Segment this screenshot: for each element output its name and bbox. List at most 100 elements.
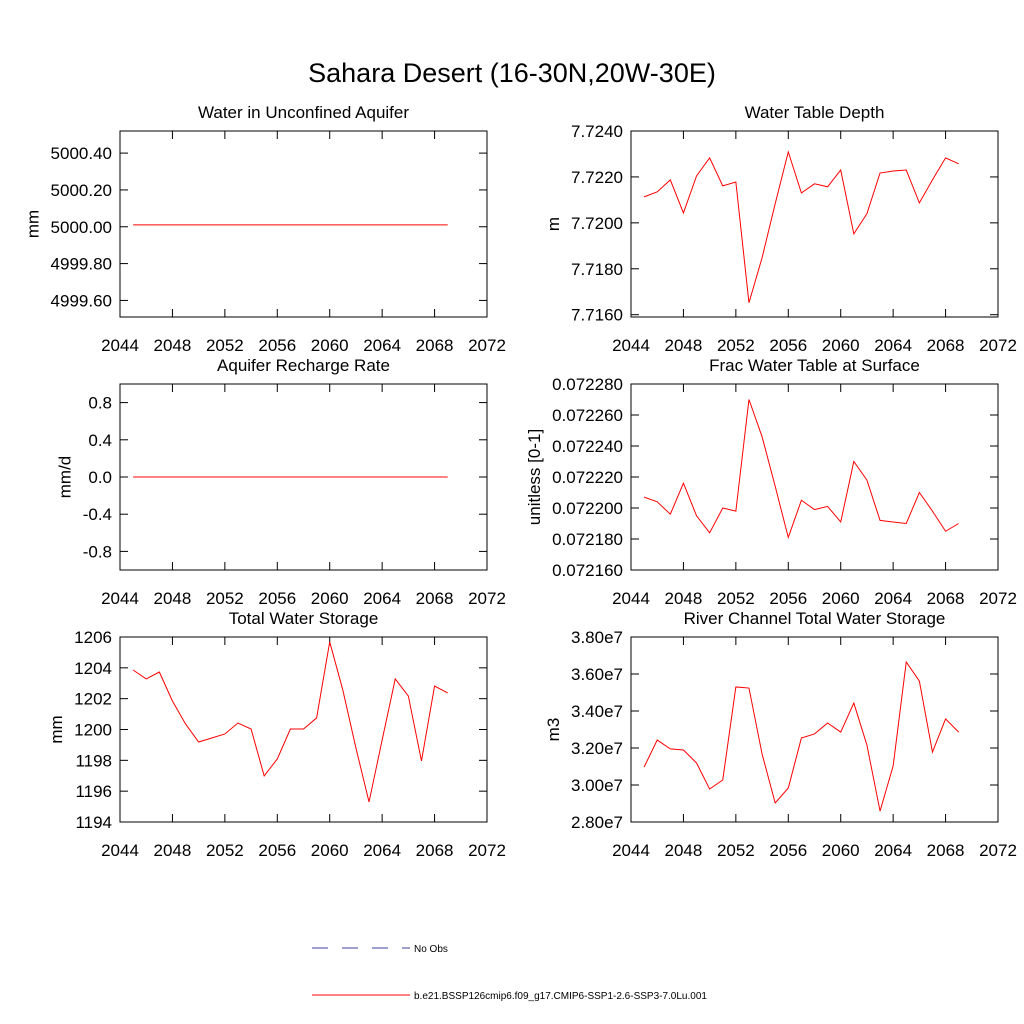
panel-title: Frac Water Table at Surface xyxy=(709,356,920,375)
y-axis-label: m xyxy=(544,217,563,231)
y-tick-label: 0.072200 xyxy=(552,499,623,518)
y-tick-label: 3.80e7 xyxy=(571,628,623,647)
panel-title: Aquifer Recharge Rate xyxy=(217,356,390,375)
x-tick-label: 2072 xyxy=(979,589,1017,608)
x-tick-label: 2056 xyxy=(258,841,296,860)
x-tick-label: 2068 xyxy=(927,589,965,608)
y-tick-label: 0.072280 xyxy=(552,375,623,394)
x-tick-label: 2068 xyxy=(927,841,965,860)
y-tick-label: 1202 xyxy=(74,690,112,709)
plot-frame xyxy=(630,636,999,823)
x-tick-label: 2044 xyxy=(612,336,650,355)
x-tick-label: 2072 xyxy=(979,841,1017,860)
data-line xyxy=(643,399,959,540)
x-tick-label: 2068 xyxy=(416,336,454,355)
x-tick-label: 2064 xyxy=(874,336,912,355)
y-tick-label: 0.8 xyxy=(88,394,112,413)
panel-title: Total Water Storage xyxy=(229,609,379,628)
legend-label: No Obs xyxy=(414,944,448,955)
x-tick-label: 2052 xyxy=(717,589,755,608)
plot-frame xyxy=(630,130,999,318)
y-tick-label: 4999.80 xyxy=(51,255,112,274)
y-tick-label: 7.7200 xyxy=(571,214,623,233)
y-tick-label: 3.20e7 xyxy=(571,739,623,758)
data-line xyxy=(132,641,448,803)
x-tick-label: 2048 xyxy=(665,336,703,355)
x-tick-label: 2044 xyxy=(101,336,139,355)
plot-frame xyxy=(119,130,488,318)
y-axis-label: m3 xyxy=(544,718,563,742)
panel-title: River Channel Total Water Storage xyxy=(684,609,946,628)
y-tick-label: 3.60e7 xyxy=(571,665,623,684)
y-tick-label: 0.072180 xyxy=(552,530,623,549)
x-tick-label: 2044 xyxy=(612,841,650,860)
panel-title: Water in Unconfined Aquifer xyxy=(198,103,409,122)
x-tick-label: 2052 xyxy=(206,841,244,860)
x-tick-label: 2060 xyxy=(822,336,860,355)
x-tick-label: 2056 xyxy=(769,589,807,608)
plot-frame xyxy=(630,383,999,571)
y-tick-label: 5000.20 xyxy=(51,181,112,200)
y-axis-label: unitless [0-1] xyxy=(525,429,544,525)
x-tick-label: 2064 xyxy=(363,336,401,355)
x-tick-label: 2048 xyxy=(665,589,703,608)
x-tick-label: 2060 xyxy=(822,841,860,860)
x-tick-label: 2060 xyxy=(822,589,860,608)
x-tick-label: 2068 xyxy=(416,841,454,860)
x-tick-label: 2068 xyxy=(416,589,454,608)
panel-title: Water Table Depth xyxy=(745,103,885,122)
data-line xyxy=(643,660,960,812)
x-tick-label: 2072 xyxy=(468,841,506,860)
y-tick-label: 7.7220 xyxy=(571,168,623,187)
x-tick-label: 2064 xyxy=(363,841,401,860)
y-tick-label: 1196 xyxy=(75,782,112,801)
x-tick-label: 2048 xyxy=(665,841,703,860)
y-tick-label: 0.072260 xyxy=(552,406,623,425)
y-tick-label: 0.072240 xyxy=(552,437,623,456)
x-tick-label: 2072 xyxy=(468,589,506,608)
x-tick-label: 2052 xyxy=(717,336,755,355)
data-line xyxy=(643,150,959,303)
y-tick-label: 3.00e7 xyxy=(571,776,623,795)
y-tick-label: 1194 xyxy=(75,813,112,832)
y-tick-label: -0.8 xyxy=(83,542,112,561)
x-tick-label: 2056 xyxy=(258,589,296,608)
x-tick-label: 2072 xyxy=(979,336,1017,355)
y-tick-label: 5000.40 xyxy=(51,144,112,163)
x-tick-label: 2044 xyxy=(612,589,650,608)
x-tick-label: 2048 xyxy=(154,589,192,608)
x-tick-label: 2044 xyxy=(101,589,139,608)
x-tick-label: 2060 xyxy=(311,589,349,608)
y-tick-label: 1204 xyxy=(74,659,112,678)
x-tick-label: 2068 xyxy=(927,336,965,355)
x-tick-label: 2060 xyxy=(311,841,349,860)
y-tick-label: 7.7160 xyxy=(571,306,623,325)
y-tick-label: 3.40e7 xyxy=(571,702,623,721)
x-tick-label: 2048 xyxy=(154,336,192,355)
y-axis-label: mm xyxy=(47,715,66,743)
x-tick-label: 2056 xyxy=(769,336,807,355)
y-tick-label: 5000.00 xyxy=(51,218,112,237)
y-axis-label: mm/d xyxy=(56,456,75,499)
y-tick-label: 1200 xyxy=(74,721,112,740)
legend-label: b.e21.BSSP126cmip6.f09_g17.CMIP6-SSP1-2.… xyxy=(414,991,707,1002)
y-tick-label: 0.072160 xyxy=(552,561,623,580)
x-tick-label: 2052 xyxy=(717,841,755,860)
y-tick-label: 1198 xyxy=(75,751,112,770)
y-tick-label: 7.7180 xyxy=(571,260,623,279)
figure-title: Sahara Desert (16-30N,20W-30E) xyxy=(308,58,716,88)
x-tick-label: 2056 xyxy=(258,336,296,355)
x-tick-label: 2064 xyxy=(874,841,912,860)
y-tick-label: -0.4 xyxy=(83,505,112,524)
y-tick-label: 0.072220 xyxy=(552,468,623,487)
x-tick-label: 2052 xyxy=(206,336,244,355)
x-tick-label: 2044 xyxy=(101,841,139,860)
y-tick-label: 7.7240 xyxy=(571,122,623,141)
x-tick-label: 2056 xyxy=(769,841,807,860)
x-tick-label: 2060 xyxy=(311,336,349,355)
y-axis-label: mm xyxy=(24,210,43,238)
x-tick-label: 2048 xyxy=(154,841,192,860)
y-tick-label: 2.80e7 xyxy=(571,813,623,832)
y-tick-label: 1206 xyxy=(74,628,112,647)
